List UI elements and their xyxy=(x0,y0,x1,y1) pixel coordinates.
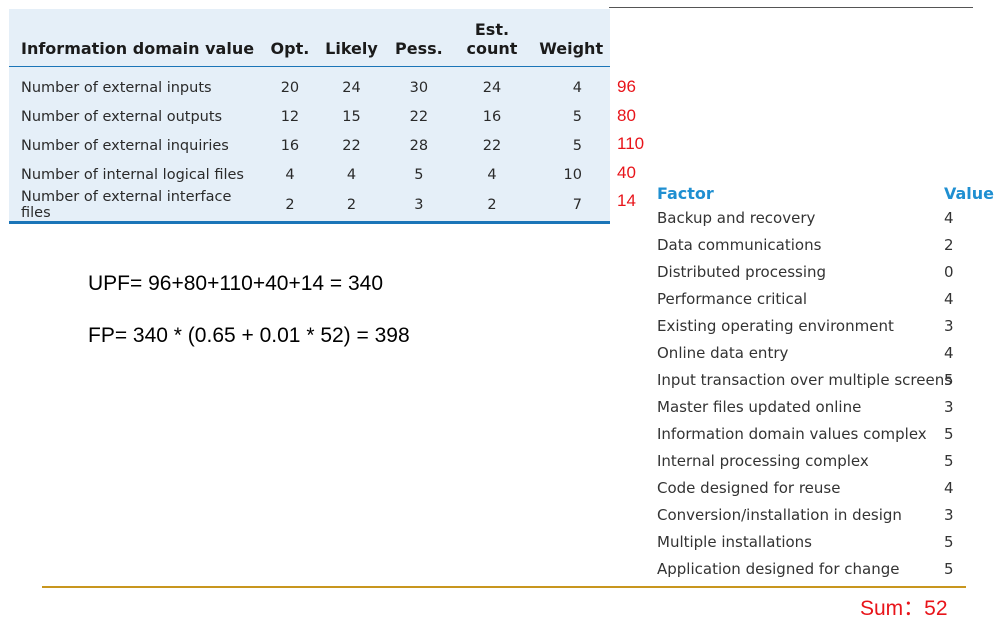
factor-value: 4 xyxy=(944,344,954,362)
factor-name: Online data entry xyxy=(657,344,789,362)
domain-table-header-row: Information domain value Opt. Likely Pes… xyxy=(9,9,610,67)
pess-value: 28 xyxy=(409,137,429,154)
opt-value: 16 xyxy=(280,137,300,154)
factor-value: 5 xyxy=(944,560,954,578)
factor-name: Backup and recovery xyxy=(657,209,816,227)
factor-name: Data communications xyxy=(657,236,822,254)
domain-name: Number of external outputs xyxy=(21,108,223,125)
factor-row: Application designed for change 5 xyxy=(657,560,967,587)
factor-value: 5 xyxy=(944,425,954,443)
factor-name: Information domain values complex xyxy=(657,425,927,443)
weight-value: 5 xyxy=(572,137,582,154)
header-est-count: Est. count xyxy=(451,9,533,67)
table-row: Number of internal logical files 4 4 5 4… xyxy=(9,160,610,189)
weight-value: 5 xyxy=(572,108,582,125)
factor-row: Master files updated online 3 xyxy=(657,398,967,425)
sum-label: Sum：52 xyxy=(860,597,948,620)
factor-row: Information domain values complex 5 xyxy=(657,425,967,452)
information-domain-table: Information domain value Opt. Likely Pes… xyxy=(9,9,610,224)
factor-value: 2 xyxy=(944,236,954,254)
factor-header: Factor xyxy=(657,184,714,203)
factor-row: Performance critical 4 xyxy=(657,290,967,317)
factor-value: 4 xyxy=(944,209,954,227)
likely-value: 2 xyxy=(316,189,387,224)
est-count-value: 24 xyxy=(482,79,502,96)
factor-name: Input transaction over multiple screens xyxy=(657,371,953,389)
factor-value: 5 xyxy=(944,452,954,470)
factor-row: Multiple installations 5 xyxy=(657,533,967,560)
factor-row: Conversion/installation in design 3 xyxy=(657,506,967,533)
opt-value: 20 xyxy=(280,79,300,96)
opt-value: 4 xyxy=(285,166,295,183)
likely-value: 15 xyxy=(342,108,361,125)
factor-value: 0 xyxy=(944,263,954,281)
table-row: Number of external interface files 2 2 3… xyxy=(9,189,610,224)
domain-name: Number of internal logical files xyxy=(21,166,244,183)
header-pess: Pess. xyxy=(386,9,452,67)
domain-name: Number of external inquiries xyxy=(21,137,229,154)
factor-name: Distributed processing xyxy=(657,263,827,281)
factor-row: Backup and recovery 4 xyxy=(657,209,967,236)
likely-value: 24 xyxy=(342,79,361,96)
factor-value: 4 xyxy=(944,290,954,308)
weight-value: 10 xyxy=(563,166,582,183)
header-est-line2: count xyxy=(466,39,518,58)
factor-value: 3 xyxy=(944,398,954,416)
factor-value: 5 xyxy=(944,533,954,551)
factor-value: 3 xyxy=(944,317,954,335)
factor-name: Performance critical xyxy=(657,290,808,308)
factor-name: Application designed for change xyxy=(657,560,900,578)
value-header: Value xyxy=(944,184,995,203)
pess-value: 22 xyxy=(409,108,429,125)
opt-value: 12 xyxy=(280,108,300,125)
row-result: 14 xyxy=(617,191,636,210)
factor-value: 3 xyxy=(944,506,954,524)
header-est-line1: Est. xyxy=(474,20,510,39)
factor-name: Conversion/installation in design xyxy=(657,506,902,524)
table-row: Number of external inquiries 16 22 28 22… xyxy=(9,131,610,160)
opt-value: 2 xyxy=(263,189,317,224)
fp-formula: FP= 340 * (0.65 + 0.01 * 52) = 398 xyxy=(88,324,410,347)
factor-row: Data communications 2 xyxy=(657,236,967,263)
bottom-divider xyxy=(42,586,966,588)
upf-formula: UPF= 96+80+110+40+14 = 340 xyxy=(88,272,384,295)
est-count-value: 16 xyxy=(482,108,502,125)
pess-value: 30 xyxy=(409,79,429,96)
domain-name: Number of external inputs xyxy=(21,79,212,96)
row-result: 110 xyxy=(617,134,645,153)
header-information-domain-value: Information domain value xyxy=(9,9,264,67)
factor-row: Distributed processing 0 xyxy=(657,263,967,290)
factor-row: Input transaction over multiple screens 5 xyxy=(657,371,967,398)
row-result: 80 xyxy=(617,106,636,125)
weight-value: 7 xyxy=(532,189,610,224)
factor-row: Online data entry 4 xyxy=(657,344,967,371)
est-count-value: 4 xyxy=(487,166,497,183)
factor-row: Existing operating environment 3 xyxy=(657,317,967,344)
factor-name: Master files updated online xyxy=(657,398,862,416)
table-row: Number of external inputs 20 24 30 24 4 xyxy=(9,67,610,103)
table-row: Number of external outputs 12 15 22 16 5 xyxy=(9,102,610,131)
est-count-value: 22 xyxy=(482,137,502,154)
est-count-value: 2 xyxy=(451,189,533,224)
factor-name: Multiple installations xyxy=(657,533,812,551)
weight-value: 4 xyxy=(572,79,582,96)
likely-value: 22 xyxy=(342,137,361,154)
factor-name: Code designed for reuse xyxy=(657,479,841,497)
factor-name: Existing operating environment xyxy=(657,317,894,335)
row-result: 96 xyxy=(617,77,636,96)
factor-name: Internal processing complex xyxy=(657,452,869,470)
domain-name: Number of external interface files xyxy=(9,189,264,224)
factor-value: 4 xyxy=(944,479,954,497)
likely-value: 4 xyxy=(346,166,357,183)
header-likely: Likely xyxy=(316,9,387,67)
factor-row: Internal processing complex 5 xyxy=(657,452,967,479)
pess-value: 5 xyxy=(414,166,424,183)
top-divider xyxy=(609,7,973,8)
pess-value: 3 xyxy=(386,189,452,224)
header-opt: Opt. xyxy=(263,9,317,67)
factor-row: Code designed for reuse 4 xyxy=(657,479,967,506)
factor-value: 5 xyxy=(944,371,954,389)
row-result: 40 xyxy=(617,163,636,182)
header-weight: Weight xyxy=(532,9,610,67)
